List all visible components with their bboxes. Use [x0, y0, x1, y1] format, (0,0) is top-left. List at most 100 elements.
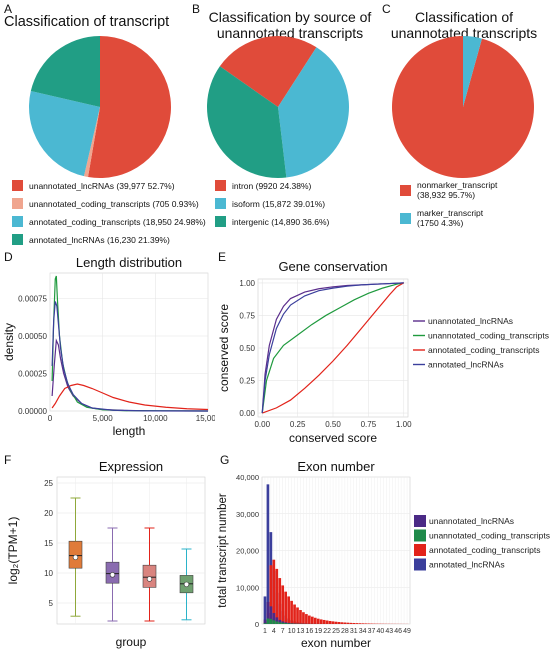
legend-c-label: nonmarker_transcript (38,932 95.7%) — [417, 180, 498, 200]
bar-g-2 — [272, 559, 276, 624]
panel-label-a: A — [4, 2, 13, 16]
y-tick-label-g: 20,000 — [236, 547, 259, 556]
x-tick-label-g: 4 — [272, 628, 276, 635]
y-axis-label-e: conserved score — [217, 304, 231, 392]
chart-title-c-line2: unannotated transcripts — [390, 25, 538, 41]
pie-slice-a-0 — [88, 36, 171, 178]
mean-dot-f — [183, 581, 190, 588]
bar-g-2 — [310, 616, 314, 624]
legend-g-label: unannotated_coding_transcripts — [429, 531, 550, 541]
x-tick-label-e: 1.00 — [396, 420, 412, 429]
legend-a-item: unannotated_lncRNAs (39,977 52.7%) — [12, 180, 175, 191]
legend-a-swatch — [12, 180, 23, 191]
legend-c-swatch — [400, 184, 411, 196]
x-tick-label-d: 10,000 — [143, 414, 168, 423]
pie-slice-b-2 — [206, 66, 287, 179]
y-axis-label-d: density — [2, 323, 16, 361]
x-tick-label-g: 49 — [403, 628, 411, 635]
y-tick-label-f: 20 — [44, 509, 53, 518]
x-tick-label-g: 31 — [350, 628, 358, 635]
legend-a-label: annotated_coding_transcripts (18,950 24.… — [29, 216, 206, 227]
bar-g-2 — [367, 623, 370, 624]
legend-a-swatch — [12, 234, 23, 245]
legend-b-swatch — [215, 216, 226, 227]
series-line-d-2 — [51, 383, 209, 411]
chart-title-g: Exon number — [297, 459, 375, 474]
chart-title-f: Expression — [99, 459, 163, 474]
mean-dot-f — [146, 576, 153, 582]
panel-label-b: B — [192, 2, 201, 16]
bar-g-2 — [364, 623, 367, 624]
bar-g-2 — [316, 618, 320, 624]
bar-g-0 — [266, 601, 270, 624]
panel-label-g: G — [220, 453, 230, 467]
bar-g-2 — [302, 612, 305, 624]
x-tick-label-d: 5,000 — [93, 414, 114, 423]
bar-g-2 — [328, 620, 332, 624]
x-tick-label-g: 40 — [377, 628, 385, 635]
bar-g-2 — [355, 623, 359, 624]
mean-dot-f — [109, 572, 116, 578]
bar-g-2 — [275, 568, 279, 624]
y-tick-label-g: 0 — [255, 620, 259, 629]
bar-g-2 — [349, 622, 353, 624]
legend-g-swatch — [414, 515, 426, 527]
panel-label-f: F — [4, 453, 12, 467]
legend-b-label: intron (9920 24.38%) — [232, 180, 312, 191]
x-axis-label-f: group — [116, 635, 147, 649]
y-tick-label-e: 0.00 — [239, 409, 255, 418]
legend-b-item: isoform (15,872 39.01%) — [215, 198, 325, 209]
line-chart-e: Gene conservation 0.00 0.25 0.50 0.75 1.00 0.0… — [217, 259, 549, 445]
x-tick-label-g: 43 — [385, 628, 393, 635]
legend-a-item: annotated_lncRNAs (16,230 21.39%) — [12, 234, 170, 245]
bar-g-2 — [284, 591, 288, 624]
pie-slice-c-1 — [463, 36, 482, 107]
x-tick-label-g: 46 — [394, 628, 402, 635]
x-tick-label-e: 0.00 — [254, 420, 270, 429]
bar-g-2 — [296, 607, 299, 624]
legend-g-label: unannotated_lncRNAs — [429, 516, 514, 526]
legend-a-item: unannotated_coding_transcripts (705 0.93… — [12, 198, 199, 209]
x-tick-label-g: 37 — [368, 628, 376, 635]
y-tick-label-g: 40,000 — [236, 473, 259, 482]
legend-a-swatch — [12, 216, 23, 227]
bar-g-2 — [319, 619, 323, 624]
x-tick-label-g: 22 — [323, 628, 331, 635]
bar-g-1 — [266, 618, 270, 624]
y-tick-label-e: 0.75 — [239, 311, 255, 320]
bar-g-2 — [343, 622, 347, 624]
x-tick-label-g: 25 — [332, 628, 340, 635]
legend-g-swatch — [414, 544, 426, 556]
pie-slice-b-1 — [278, 47, 349, 178]
x-tick-label-g: 16 — [305, 628, 313, 635]
y-axis-label-f-text: log₂(TPM+1) — [6, 517, 20, 585]
bar-g-1 — [272, 620, 276, 624]
legend-a-label: unannotated_lncRNAs (39,977 52.7%) — [29, 180, 175, 191]
y-axis-label-f: log₂(TPM+1) — [6, 517, 20, 585]
legend-a-item: annotated_coding_transcripts (18,950 24.… — [12, 216, 206, 227]
series-line-e-1 — [261, 282, 404, 414]
x-tick-label-e: 0.75 — [361, 420, 377, 429]
bar-g-2 — [287, 596, 290, 624]
pie-chart-a — [29, 36, 171, 178]
bar-g-1 — [287, 623, 290, 624]
y-tick-label-e: 0.50 — [239, 344, 255, 353]
bar-g-2 — [331, 621, 335, 624]
x-tick-label-g: 7 — [281, 628, 285, 635]
bar-g-0 — [272, 612, 276, 624]
legend-b-label: isoform (15,872 39.01%) — [232, 198, 326, 209]
bar-g-2 — [290, 600, 293, 624]
series-line-e-2 — [262, 282, 405, 414]
legend-g-swatch — [414, 558, 426, 571]
bar-g-1 — [269, 618, 273, 624]
legend-c-swatch — [400, 212, 411, 224]
line-chart-d: Length distribution 0.00000 0.00025 0.00050… — [2, 255, 215, 438]
pie-chart-b — [206, 36, 349, 179]
chart-title-b: Classification by source of unannotated … — [190, 9, 390, 41]
y-tick-label-d: 0.00000 — [18, 407, 47, 416]
x-tick-label-g: 19 — [314, 628, 322, 635]
bar-g-3 — [266, 484, 270, 624]
panel-label-e: E — [218, 250, 227, 264]
legend-a-swatch — [12, 198, 23, 209]
